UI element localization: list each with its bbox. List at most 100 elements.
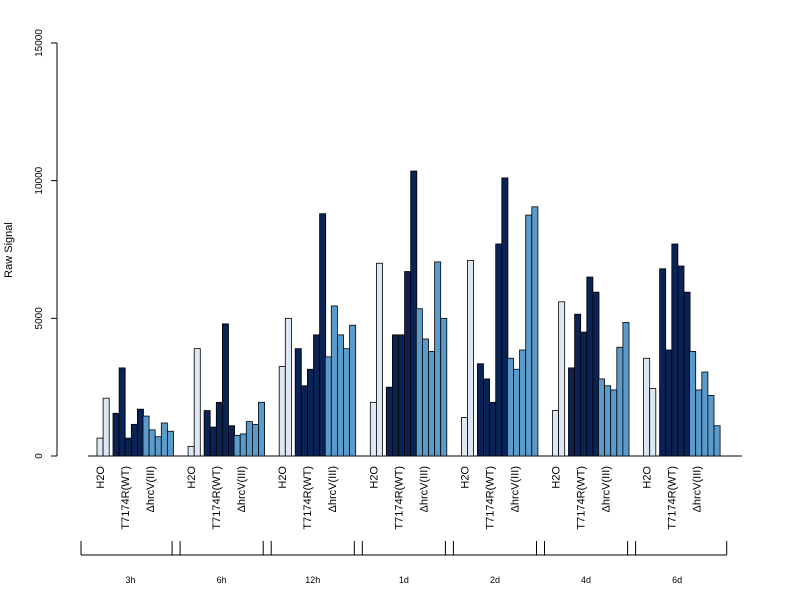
bar	[319, 213, 327, 457]
y-tick-label: 5000	[34, 307, 45, 330]
bar	[440, 317, 448, 457]
bar	[592, 291, 600, 457]
bar	[258, 401, 265, 457]
bar	[707, 395, 715, 457]
bar	[96, 437, 104, 457]
group-label: H2O	[186, 466, 198, 489]
group-label: ΔhrcV(III)	[145, 466, 157, 512]
bar	[398, 334, 405, 457]
bar	[187, 445, 195, 457]
bars	[96, 170, 721, 457]
bar	[112, 412, 120, 457]
group-label: H2O	[459, 466, 471, 489]
bar	[221, 323, 229, 457]
y-axis-label: Raw Signal	[3, 222, 15, 278]
bar	[476, 363, 484, 457]
bar	[415, 308, 423, 457]
group-label: T7174R(WT)	[393, 466, 405, 530]
bar	[683, 291, 691, 457]
bar	[428, 350, 435, 457]
bar	[586, 276, 594, 457]
bar	[130, 423, 138, 457]
group-label: H2O	[368, 466, 380, 489]
bar	[434, 261, 442, 457]
bar	[306, 368, 314, 457]
bar	[558, 301, 566, 457]
bar	[665, 349, 673, 457]
bar	[701, 371, 709, 457]
bar	[193, 348, 201, 457]
bar	[643, 357, 651, 457]
bar	[513, 368, 520, 457]
bar	[124, 437, 132, 457]
group-label: T7174R(WT)	[211, 466, 223, 530]
group-label: T7174R(WT)	[576, 466, 588, 530]
group-label: H2O	[95, 466, 107, 489]
y-tick-label: 0	[34, 453, 45, 459]
group-label: H2O	[277, 466, 289, 489]
group-label: T7174R(WT)	[120, 466, 132, 530]
group-label: T7174R(WT)	[484, 466, 496, 530]
bar	[531, 206, 539, 457]
bar	[160, 422, 168, 457]
bar	[349, 324, 357, 457]
bar	[404, 271, 412, 457]
bar	[552, 410, 559, 457]
bar	[506, 357, 514, 457]
bar	[142, 415, 150, 457]
bar	[330, 305, 338, 457]
time-point-label: 4d	[581, 575, 591, 585]
bar	[300, 385, 308, 457]
bar	[467, 260, 474, 457]
group-label: ΔhrcV(III)	[692, 466, 704, 512]
bar	[233, 434, 241, 457]
bar	[336, 334, 344, 457]
bar	[148, 429, 156, 457]
bar	[568, 367, 575, 457]
bar	[649, 388, 657, 457]
bar	[324, 356, 332, 457]
bar	[251, 423, 259, 457]
bar	[501, 177, 509, 457]
bar	[284, 317, 292, 457]
bar	[483, 378, 490, 457]
time-point-label: 6d	[672, 575, 682, 585]
bar	[495, 243, 503, 457]
bar	[154, 436, 162, 457]
bar	[659, 268, 667, 457]
bar	[519, 349, 527, 457]
time-point-label: 12h	[305, 575, 320, 585]
bar	[215, 401, 223, 457]
group-label: ΔhrcV(III)	[327, 466, 339, 512]
bar	[391, 334, 399, 457]
bar	[228, 425, 235, 457]
group-label: ΔhrcV(III)	[418, 466, 430, 512]
time-point-label: 3h	[126, 575, 136, 585]
bar	[410, 170, 418, 457]
bar	[580, 331, 588, 457]
bar	[610, 389, 618, 457]
bar	[525, 214, 533, 457]
bar	[343, 348, 350, 457]
bar	[136, 408, 144, 457]
bar	[118, 367, 126, 457]
group-label: T7174R(WT)	[302, 466, 314, 530]
group-label: ΔhrcV(III)	[509, 466, 521, 512]
category-labels: H2O T7174R(WT) ΔhrcV(III) 3h H2O T7174R(WT) Δh…	[80, 466, 728, 585]
bar	[622, 322, 630, 457]
bar	[689, 350, 697, 457]
bar	[239, 433, 247, 457]
bar	[245, 421, 253, 457]
bar	[278, 366, 286, 457]
bar	[102, 397, 110, 457]
time-point-label: 1d	[399, 575, 409, 585]
bar	[294, 348, 302, 457]
bar	[489, 401, 497, 457]
group-label: H2O	[551, 466, 563, 489]
bar	[203, 410, 211, 457]
bar	[574, 313, 582, 457]
bar	[713, 425, 721, 457]
y-tick-label: 15000	[34, 29, 45, 57]
bar	[166, 430, 174, 457]
